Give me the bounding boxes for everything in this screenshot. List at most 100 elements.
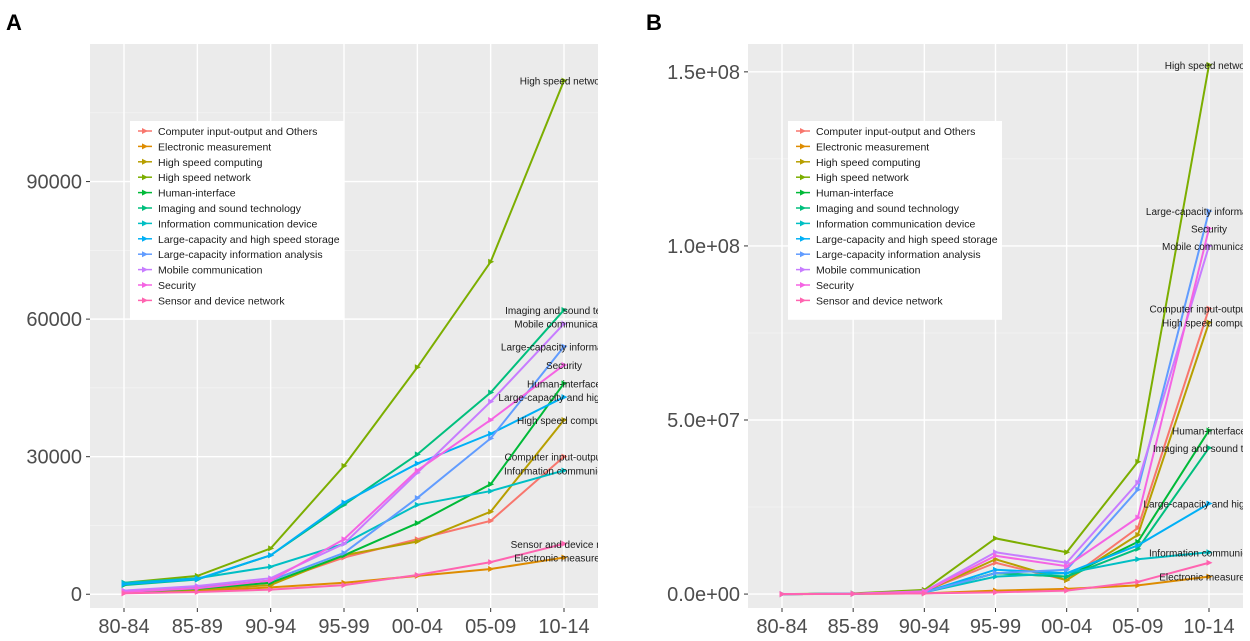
legend-key-marker <box>142 189 148 196</box>
y-tick-label: 0 <box>71 584 82 606</box>
end-label-security: Security <box>1191 225 1227 236</box>
legend-item-high-speed-computing: High speed computing <box>158 157 263 169</box>
legend-key-marker <box>142 128 148 134</box>
data-point <box>1206 61 1213 68</box>
legend-key-marker <box>800 297 806 304</box>
legend-key-marker <box>800 143 806 150</box>
legend-box <box>130 121 344 320</box>
end-label-high-speed-computing: High speed computin <box>1162 319 1250 330</box>
legend-box <box>788 121 1002 320</box>
data-point <box>488 566 495 573</box>
data-point <box>488 258 495 265</box>
data-point <box>414 494 421 501</box>
y-tick-label: 30000 <box>26 447 82 469</box>
data-point <box>1206 549 1213 556</box>
data-point <box>561 77 568 84</box>
legend-item-security: Security <box>816 280 855 292</box>
y-tick-label: 60000 <box>26 309 82 331</box>
data-point <box>561 540 568 547</box>
data-point <box>561 417 568 423</box>
end-label-sensor-and-device-network: Sensor and device netw <box>511 540 619 551</box>
x-tick-label: 90-94 <box>899 616 950 638</box>
end-label-high-speed-network: High speed network <box>1165 61 1250 72</box>
data-point <box>488 559 495 566</box>
legend-key-marker <box>142 282 148 288</box>
x-tick-label: 00-04 <box>1041 616 1092 638</box>
data-point <box>993 589 999 596</box>
legend-item-human-interface: Human-interface <box>158 188 236 200</box>
end-label-human-interface: Human-interface <box>527 379 601 390</box>
legend-item-electronic-measurement: Electronic measurement <box>816 141 929 153</box>
panel-b: B 0.0e+00 5.0e+07 1.0e+08 1.5e+08 80-84 85-89… <box>640 0 1250 641</box>
data-point <box>921 590 928 597</box>
x-tick-label: 00-04 <box>392 616 443 638</box>
data-point <box>414 364 421 371</box>
x-tick-label: 85-89 <box>172 616 223 638</box>
legend-key-marker <box>142 266 148 273</box>
end-label-high-speed-network: High speed network <box>520 77 609 88</box>
data-point <box>121 581 128 588</box>
legend-item-imaging-and-sound-technology: Imaging and sound technology <box>158 203 302 215</box>
end-label-high-speed-computing: High speed computin <box>517 416 611 427</box>
data-point <box>1135 556 1142 563</box>
legend-key-marker <box>800 266 806 273</box>
end-label-computer-input-output-and-others: Computer input-output and <box>1150 305 1250 316</box>
data-point <box>561 554 568 561</box>
data-point <box>1206 319 1213 326</box>
y-tick-label: 90000 <box>26 172 82 194</box>
legend-key-marker <box>142 297 148 304</box>
data-point <box>414 501 421 508</box>
legend-item-information-communication-device: Information communication device <box>816 218 975 230</box>
legend-item-high-speed-network: High speed network <box>158 172 252 184</box>
end-label-imaging-and-sound-technology: Imaging and sound techn <box>1153 444 1250 455</box>
data-point <box>121 590 128 597</box>
end-label-information-communication-device: Information communication <box>504 466 624 477</box>
panel-letter-b: B <box>646 10 662 35</box>
data-point <box>850 590 857 597</box>
data-point <box>488 481 495 488</box>
x-tick-label: 85-89 <box>828 616 879 638</box>
x-tick-label: 95-99 <box>970 616 1021 638</box>
data-point <box>561 467 568 474</box>
data-point <box>993 535 999 542</box>
end-label-information-communication-device: Information communication <box>1149 548 1250 559</box>
data-point <box>268 563 275 570</box>
end-label-human-interface: Human-interface <box>1172 426 1246 437</box>
end-label-large-capacity-and-high-speed-storage: Large-capacity and high spee <box>1143 500 1250 511</box>
end-label-large-capacity-and-high-speed-storage: Large-capacity and high spee <box>498 393 625 404</box>
data-point <box>1135 531 1142 538</box>
legend-item-mobile-communication: Mobile communication <box>816 265 921 277</box>
data-point <box>414 538 421 545</box>
legend-item-large-capacity-and-high-speed-storage: Large-capacity and high speed storage <box>158 234 340 246</box>
legend-key-marker <box>800 158 806 165</box>
legend-item-security: Security <box>158 280 197 292</box>
data-point <box>561 453 568 460</box>
data-point <box>341 499 348 506</box>
data-point <box>1135 479 1142 486</box>
data-point <box>341 462 348 469</box>
data-point <box>1206 573 1213 580</box>
data-point <box>1206 559 1213 566</box>
data-point <box>1206 427 1213 434</box>
data-point <box>414 520 421 527</box>
legend-key-marker <box>142 235 148 242</box>
legend-item-sensor-and-device-network: Sensor and device network <box>816 295 943 307</box>
legend-key-marker <box>800 189 806 196</box>
legend-item-sensor-and-device-network: Sensor and device network <box>158 295 285 307</box>
data-point <box>1206 444 1213 451</box>
legend-key-marker <box>142 158 148 165</box>
y-tick-label: 1.5e+08 <box>667 62 740 84</box>
data-point <box>1135 514 1142 521</box>
chart-a: 0 30000 60000 90000 80-84 85-89 90-94 95-99 00-0… <box>26 44 625 638</box>
data-point <box>488 398 495 405</box>
end-label-mobile-communication: Mobile communicatio <box>1162 242 1250 253</box>
data-point <box>1135 486 1142 493</box>
legend-item-mobile-communication: Mobile communication <box>158 265 263 277</box>
series-group: Computer input-output and Electronic meas… <box>121 77 625 597</box>
x-tick-label: 05-09 <box>465 616 516 638</box>
x-tick-label: 80-84 <box>98 616 149 638</box>
data-point <box>1206 208 1213 215</box>
panel-a: A 0 30000 60000 90000 80-84 85-89 90-94 95-99 00… <box>6 10 625 638</box>
data-point <box>561 306 568 313</box>
x-tick-label: 10-14 <box>1183 616 1234 638</box>
